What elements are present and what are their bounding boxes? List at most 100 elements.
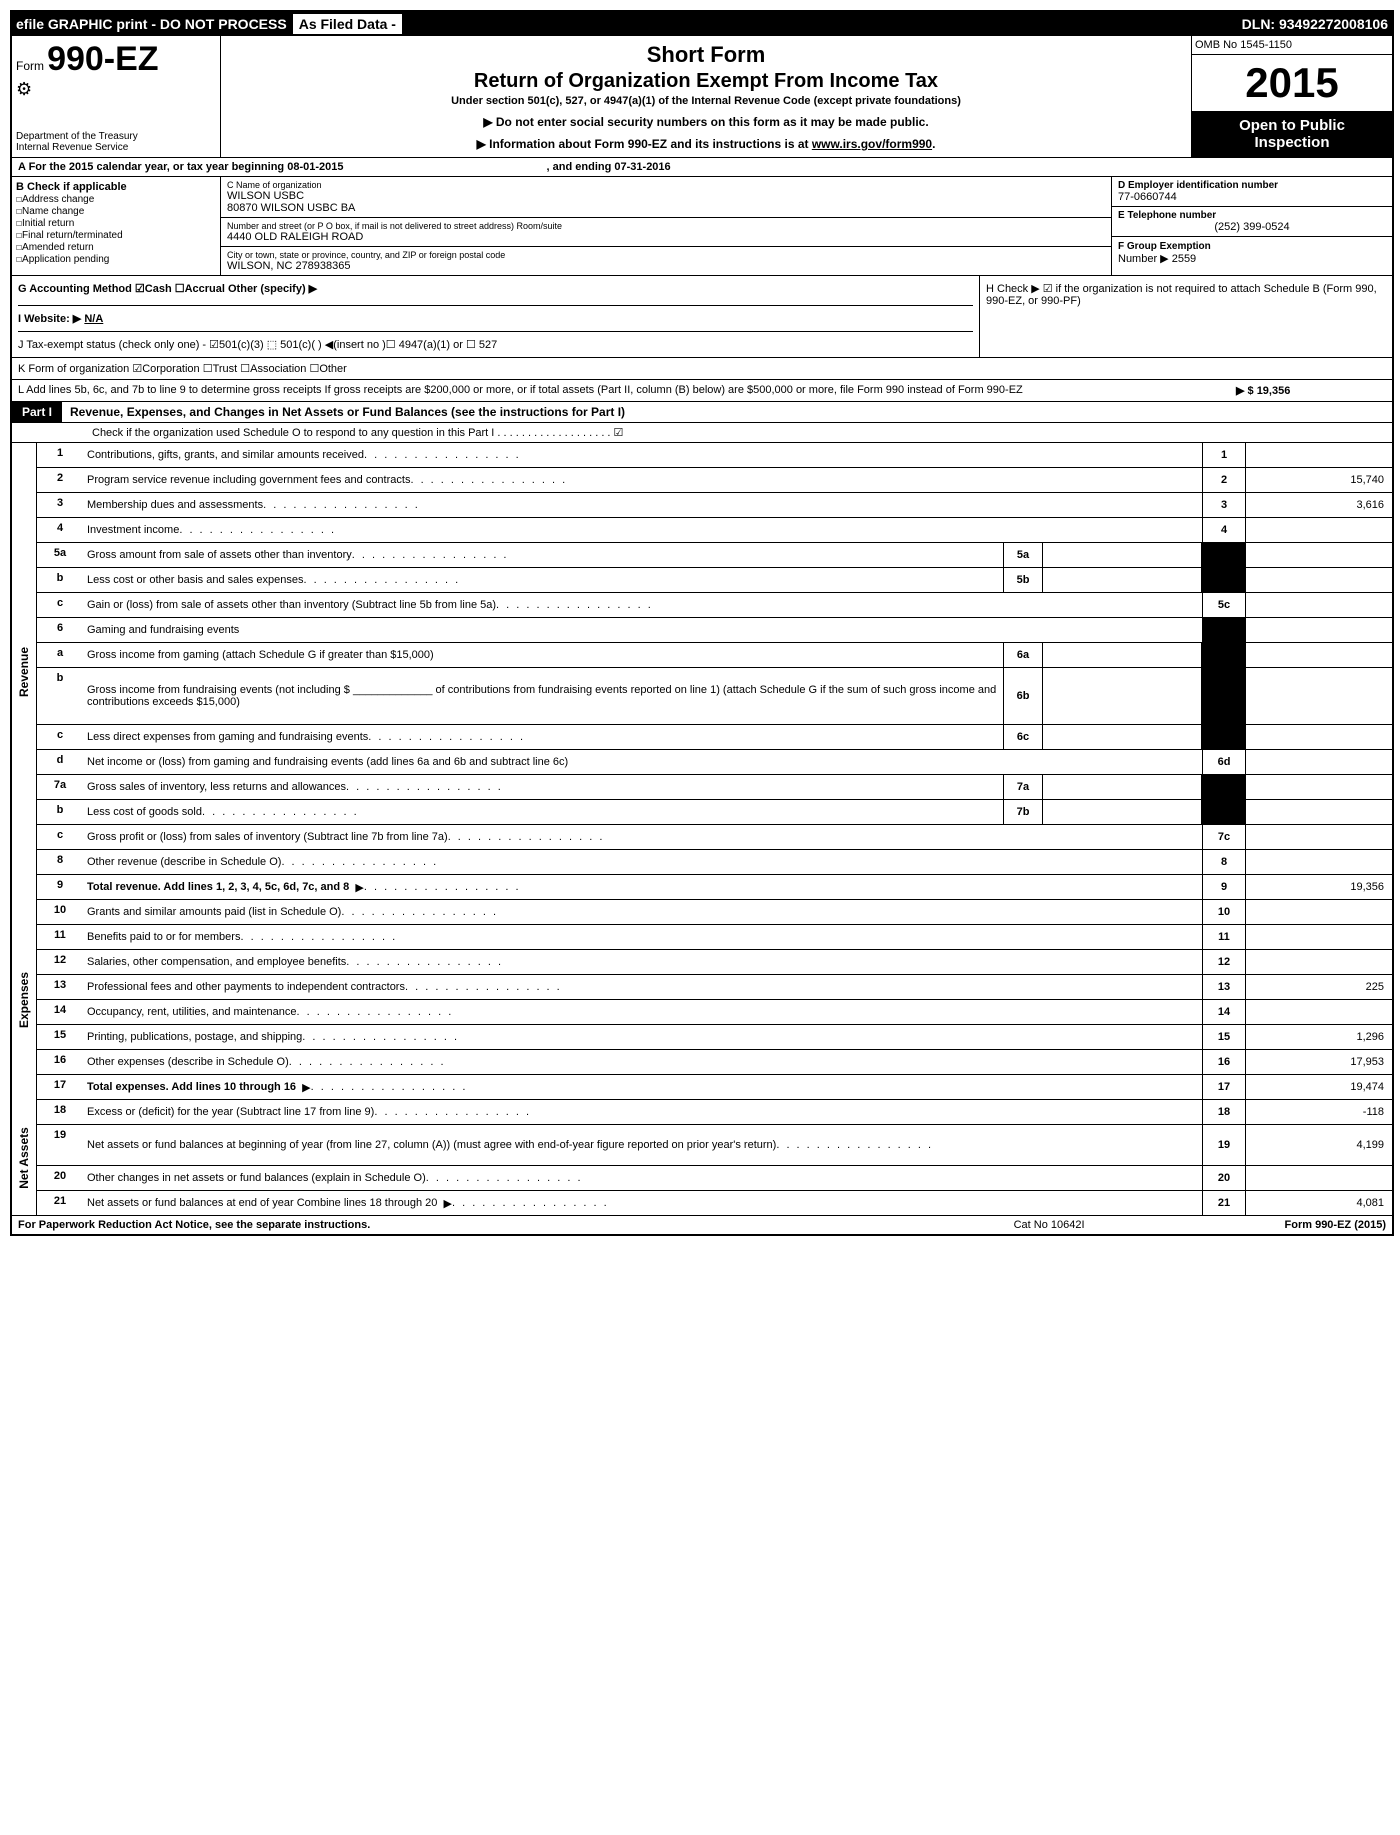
subtitle: Under section 501(c), 527, or 4947(a)(1)…: [227, 95, 1185, 107]
d-ein-block: D Employer identification number 77-0660…: [1112, 177, 1392, 207]
header-right: OMB No 1545-1150 2015 Open to Public Ins…: [1191, 36, 1392, 157]
line-8-val: [1245, 850, 1392, 874]
line-15-desc: Printing, publications, postage, and shi…: [83, 1025, 1202, 1049]
part-i-sub: Check if the organization used Schedule …: [12, 423, 1392, 443]
revenue-vlabel: Revenue: [12, 443, 37, 900]
line-12: 12 Salaries, other compensation, and emp…: [37, 950, 1392, 975]
chk-application-pending[interactable]: ☐Application pending: [16, 254, 216, 265]
irs-link[interactable]: www.irs.gov/form990: [812, 137, 932, 151]
line-3-desc: Membership dues and assessments: [83, 493, 1202, 517]
header-center: Short Form Return of Organization Exempt…: [221, 36, 1191, 157]
col-b: B Check if applicable ☐Address change ☐N…: [12, 177, 221, 275]
chk-name-change[interactable]: ☐Name change: [16, 206, 216, 217]
form-number: 990-EZ: [47, 40, 159, 78]
open-line1: Open to Public: [1198, 117, 1386, 134]
line-7a: 7a Gross sales of inventory, less return…: [37, 775, 1392, 800]
row-k: K Form of organization ☑Corporation ☐Tru…: [12, 358, 1392, 380]
line-7a-desc: Gross sales of inventory, less returns a…: [83, 775, 1003, 799]
line-5c: c Gain or (loss) from sale of assets oth…: [37, 593, 1392, 618]
line-6c-inner: [1043, 725, 1202, 749]
footer-left: For Paperwork Reduction Act Notice, see …: [18, 1219, 370, 1231]
d-lbl: D Employer identification number: [1118, 180, 1386, 191]
i-website-row: I Website: ▶ N/A: [18, 305, 973, 325]
title-return: Return of Organization Exempt From Incom…: [227, 70, 1185, 93]
l-text: L Add lines 5b, 6c, and 7b to line 9 to …: [18, 384, 1236, 397]
line-19-desc: Net assets or fund balances at beginning…: [83, 1125, 1202, 1165]
line-6d-desc: Net income or (loss) from gaming and fun…: [83, 750, 1202, 774]
c-street-block: Number and street (or P O box, if mail i…: [221, 218, 1111, 247]
chk-amended-return[interactable]: ☐Amended return: [16, 242, 216, 253]
line-3: 3 Membership dues and assessments 3 3,61…: [37, 493, 1392, 518]
org-name-2: 80870 WILSON USBC BA: [227, 202, 1105, 214]
line-17-desc: Total expenses. Add lines 10 through 16 …: [83, 1075, 1202, 1099]
line-16: 16 Other expenses (describe in Schedule …: [37, 1050, 1392, 1075]
part-i-title: Revenue, Expenses, and Changes in Net As…: [62, 402, 633, 422]
line-16-desc: Other expenses (describe in Schedule O): [83, 1050, 1202, 1074]
info-ssn: ▶ Do not enter social security numbers o…: [227, 115, 1185, 129]
line-12-desc: Salaries, other compensation, and employ…: [83, 950, 1202, 974]
line-8-desc: Other revenue (describe in Schedule O): [83, 850, 1202, 874]
line-1: 1 Contributions, gifts, grants, and simi…: [37, 443, 1392, 468]
chk-final-return[interactable]: ☐Final return/terminated: [16, 230, 216, 241]
line-5a-desc: Gross amount from sale of assets other t…: [83, 543, 1003, 567]
line-2-desc: Program service revenue including govern…: [83, 468, 1202, 492]
e-lbl: E Telephone number: [1118, 210, 1386, 221]
line-18-desc: Excess or (deficit) for the year (Subtra…: [83, 1100, 1202, 1124]
line-17-val: 19,474: [1245, 1075, 1392, 1099]
line-6b-inner: [1043, 668, 1202, 724]
l-val: ▶ $ 19,356: [1236, 384, 1386, 397]
line-14-desc: Occupancy, rent, utilities, and maintena…: [83, 1000, 1202, 1024]
line-7c: c Gross profit or (loss) from sales of i…: [37, 825, 1392, 850]
line-15: 15 Printing, publications, postage, and …: [37, 1025, 1392, 1050]
line-5c-desc: Gain or (loss) from sale of assets other…: [83, 593, 1202, 617]
chk-address-change[interactable]: ☐Address change: [16, 194, 216, 205]
line-10-desc: Grants and similar amounts paid (list in…: [83, 900, 1202, 924]
info-link-pre: ▶ Information about Form 990-EZ and its …: [477, 137, 812, 151]
row-a-tax-year: A For the 2015 calendar year, or tax yea…: [12, 158, 1392, 177]
line-10: 10 Grants and similar amounts paid (list…: [37, 900, 1392, 925]
footer-catno: Cat No 10642I: [1014, 1219, 1085, 1231]
line-5a-inner: [1043, 543, 1202, 567]
dept-irs: Internal Revenue Service: [16, 142, 216, 153]
line-7a-inner: [1043, 775, 1202, 799]
footer: For Paperwork Reduction Act Notice, see …: [12, 1215, 1392, 1234]
i-website-val: N/A: [84, 313, 103, 325]
c-street-lbl: Number and street (or P O box, if mail i…: [227, 221, 1105, 231]
line-6a-inner: [1043, 643, 1202, 667]
line-20-desc: Other changes in net assets or fund bala…: [83, 1166, 1202, 1190]
line-9: 9 Total revenue. Add lines 1, 2, 3, 4, 5…: [37, 875, 1392, 900]
line-13-desc: Professional fees and other payments to …: [83, 975, 1202, 999]
line-7c-val: [1245, 825, 1392, 849]
expenses-section: Expenses 10 Grants and similar amounts p…: [12, 900, 1392, 1100]
line-13-val: 225: [1245, 975, 1392, 999]
line-7b-inner: [1043, 800, 1202, 824]
line-7b-desc: Less cost of goods sold: [83, 800, 1003, 824]
topbar-dln: DLN: 93492272008106: [1242, 16, 1388, 32]
col-g: G Accounting Method ☑Cash ☐Accrual Other…: [12, 276, 979, 357]
line-5a: 5a Gross amount from sale of assets othe…: [37, 543, 1392, 568]
rowA-begin: 08-01-2015: [287, 161, 343, 173]
f-lbl2: Number ▶: [1118, 253, 1169, 265]
line-14-val: [1245, 1000, 1392, 1024]
c-city-block: City or town, state or province, country…: [221, 247, 1111, 275]
revenue-section: Revenue 1 Contributions, gifts, grants, …: [12, 443, 1392, 900]
line-6c: c Less direct expenses from gaming and f…: [37, 725, 1392, 750]
line-4-val: [1245, 518, 1392, 542]
org-street: 4440 OLD RALEIGH ROAD: [227, 231, 1105, 243]
line-19-val: 4,199: [1245, 1125, 1392, 1165]
e-phone: (252) 399-0524: [1118, 221, 1386, 233]
col-def: D Employer identification number 77-0660…: [1112, 177, 1392, 275]
f-group-block: F Group Exemption Number ▶ 2559: [1112, 237, 1392, 268]
chk-initial-return[interactable]: ☐Initial return: [16, 218, 216, 229]
line-13: 13 Professional fees and other payments …: [37, 975, 1392, 1000]
line-8: 8 Other revenue (describe in Schedule O)…: [37, 850, 1392, 875]
form-prefix: Form: [16, 59, 44, 73]
c-name-lbl: C Name of organization: [227, 180, 1105, 190]
line-5b: b Less cost or other basis and sales exp…: [37, 568, 1392, 593]
line-4-desc: Investment income: [83, 518, 1202, 542]
org-city: WILSON, NC 278938365: [227, 260, 1105, 272]
line-1-desc: Contributions, gifts, grants, and simila…: [83, 443, 1202, 467]
line-1-val: [1245, 443, 1392, 467]
rowA-end: 07-31-2016: [614, 161, 670, 173]
line-6d-val: [1245, 750, 1392, 774]
